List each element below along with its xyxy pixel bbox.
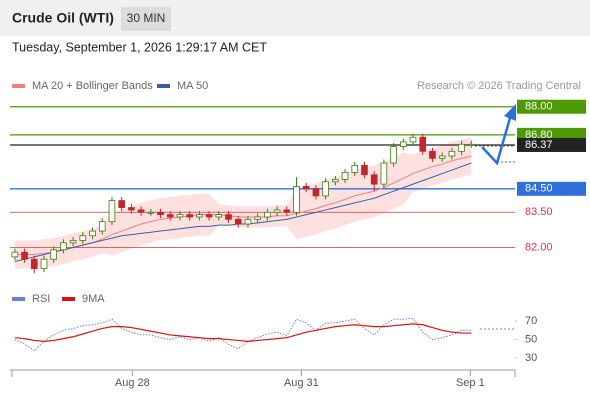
level-label: 83.50 bbox=[525, 206, 553, 218]
timestamp: Tuesday, September 1, 2026 1:29:17 AM CE… bbox=[12, 40, 267, 54]
candle-body bbox=[108, 200, 116, 223]
candle-body bbox=[332, 179, 339, 183]
price-panel: MA 20 + Bollinger Bands MA 50 88.00 86.8086… bbox=[10, 80, 586, 274]
candle-body bbox=[79, 235, 87, 241]
candle-body bbox=[400, 141, 407, 148]
timeframe: 30 MIN bbox=[127, 11, 166, 25]
candle-body bbox=[21, 251, 28, 260]
candle-body bbox=[11, 251, 19, 258]
candle-body bbox=[205, 214, 213, 218]
candle-body bbox=[302, 186, 310, 190]
candle-body bbox=[283, 209, 291, 213]
candle-body bbox=[458, 143, 465, 152]
forecast-arrow bbox=[481, 117, 512, 166]
candle-body bbox=[293, 186, 300, 213]
y-tick-label: 70 bbox=[525, 315, 537, 327]
candle-body bbox=[273, 209, 281, 213]
candle-body bbox=[157, 211, 164, 216]
candle-body bbox=[30, 258, 38, 269]
candle-body bbox=[244, 218, 252, 225]
level-label: 82.00 bbox=[525, 241, 553, 253]
candle-body bbox=[370, 174, 378, 185]
timeframe-box bbox=[121, 7, 171, 31]
level-label-box bbox=[517, 99, 586, 114]
candle-body bbox=[390, 146, 397, 164]
candle-body bbox=[89, 230, 96, 237]
candle-body bbox=[409, 136, 417, 143]
legend-label: RSI bbox=[32, 293, 50, 305]
candle-body bbox=[438, 155, 446, 159]
candle-body bbox=[176, 214, 184, 218]
level-label: 86.80 bbox=[525, 129, 553, 141]
candle-body bbox=[186, 214, 193, 218]
candle-body bbox=[380, 162, 388, 185]
instrument-title: Crude Oil (WTI) bbox=[12, 10, 114, 26]
legend-label: 9MA bbox=[82, 293, 105, 305]
candle-body bbox=[98, 221, 106, 232]
x-tick-label: Sep 1 bbox=[456, 377, 485, 389]
moving-average bbox=[14, 162, 472, 263]
level-label: 84.50 bbox=[525, 183, 553, 195]
y-tick-label: 30 bbox=[525, 352, 537, 364]
x-tick-label: Aug 28 bbox=[115, 377, 150, 389]
candle-body bbox=[264, 211, 271, 218]
forecast-arrowhead bbox=[504, 104, 516, 121]
candle-body bbox=[137, 209, 145, 213]
candle-body bbox=[40, 258, 48, 269]
candle-body bbox=[60, 242, 67, 251]
legend-label: MA 20 + Bollinger Bands bbox=[32, 80, 153, 92]
level-label: 86.37 bbox=[525, 139, 553, 151]
candle-body bbox=[196, 214, 203, 218]
candle-body bbox=[128, 207, 135, 211]
indicator-line bbox=[14, 323, 472, 342]
candle-body bbox=[341, 172, 349, 180]
credit: Research © 2026 Trading Central bbox=[417, 80, 581, 92]
candle-body bbox=[118, 200, 125, 208]
candle-body bbox=[312, 188, 320, 197]
rsi-panel: RSI 9MA 70 50 30 Aug 28 Aug 31 Sep 1 bbox=[12, 293, 537, 389]
candle-body bbox=[234, 218, 242, 225]
header-bar bbox=[0, 0, 590, 36]
candle-body bbox=[429, 150, 436, 159]
candle-body bbox=[351, 164, 359, 173]
candle-body bbox=[225, 214, 232, 220]
level-label: 88.00 bbox=[525, 101, 553, 113]
candle-body bbox=[50, 249, 58, 260]
candle-body bbox=[467, 143, 475, 146]
legend-label: MA 50 bbox=[177, 80, 208, 92]
candle-body bbox=[448, 150, 456, 157]
level-label-box bbox=[517, 181, 586, 196]
candle-body bbox=[69, 240, 77, 244]
candle-body bbox=[166, 214, 174, 218]
candle-body bbox=[419, 136, 427, 152]
candle-body bbox=[147, 211, 155, 214]
level-label-box bbox=[517, 137, 586, 152]
candle-body bbox=[215, 214, 223, 218]
bollinger-band bbox=[14, 137, 472, 269]
candle-body bbox=[254, 216, 261, 220]
candle-body bbox=[361, 164, 368, 176]
candle-body bbox=[322, 181, 329, 197]
x-tick-label: Aug 31 bbox=[284, 377, 319, 389]
y-tick-label: 50 bbox=[525, 333, 537, 345]
